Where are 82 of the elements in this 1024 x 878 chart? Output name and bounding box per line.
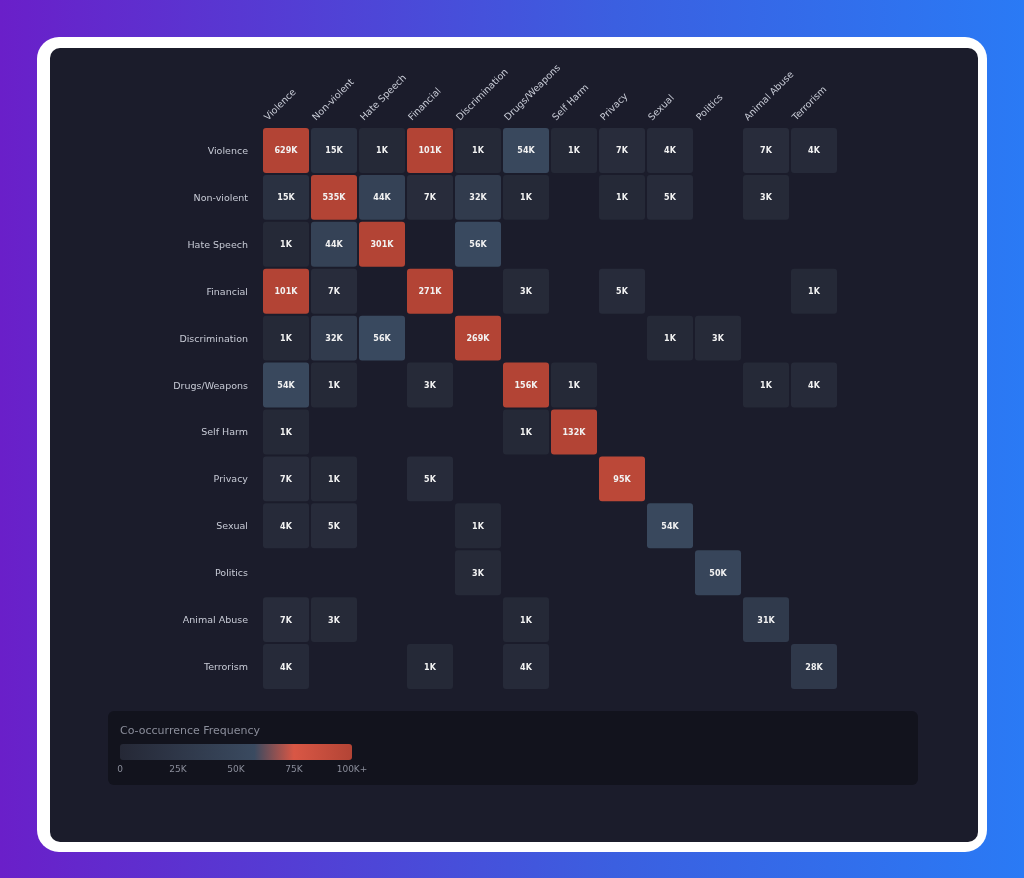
data-label: 1K [808, 287, 821, 297]
y-tick-label: Financial [206, 285, 248, 297]
data-label: 629K [274, 146, 299, 156]
data-label: 1K [568, 146, 581, 156]
data-label: 32K [325, 334, 344, 344]
color-bar-label: 50K [227, 764, 245, 774]
data-label: 15K [277, 193, 296, 203]
data-label: 4K [280, 521, 293, 531]
data-label: 1K [328, 381, 341, 391]
data-label: 4K [280, 662, 293, 672]
data-label: 1K [520, 427, 533, 437]
data-label: 7K [616, 146, 629, 156]
data-label: 271K [418, 287, 443, 297]
data-label: 15K [325, 146, 344, 156]
y-tick-label: Hate Speech [187, 238, 248, 250]
data-label: 301K [370, 240, 395, 250]
data-label: 1K [376, 146, 389, 156]
data-label: 54K [517, 146, 536, 156]
data-label: 1K [472, 521, 485, 531]
y-tick-label: Drugs/Weapons [173, 379, 249, 391]
y-tick-label: Non-violent [193, 191, 249, 203]
data-label: 3K [424, 381, 437, 391]
y-tick-label: Terrorism [202, 661, 248, 673]
data-label: 95K [613, 474, 632, 484]
data-label: 132K [562, 427, 587, 437]
data-label: 1K [520, 615, 533, 625]
y-tick-label: Violence [207, 144, 249, 156]
data-label: 7K [424, 193, 437, 203]
data-label: 1K [472, 146, 485, 156]
data-label: 1K [520, 193, 533, 203]
data-label: 101K [418, 146, 443, 156]
data-label: 28K [805, 662, 824, 672]
data-label: 31K [757, 615, 776, 625]
data-label: 4K [808, 381, 821, 391]
data-label: 1K [568, 381, 581, 391]
data-label: 1K [760, 381, 773, 391]
color-bar-label: 25K [169, 764, 187, 774]
data-label: 1K [280, 334, 293, 344]
data-label: 5K [664, 193, 677, 203]
color-bar-title: Co-occurrence Frequency [120, 724, 261, 737]
y-tick-label: Animal Abuse [182, 614, 249, 626]
color-bar-label: 0 [117, 764, 123, 774]
data-label: 5K [328, 521, 341, 531]
data-label: 50K [709, 568, 728, 578]
data-label: 5K [616, 287, 629, 297]
color-bar-label: 75K [285, 764, 303, 774]
data-label: 1K [328, 474, 341, 484]
data-label: 1K [280, 427, 293, 437]
data-label: 7K [280, 474, 293, 484]
data-label: 1K [616, 193, 629, 203]
y-tick-label: Discrimination [179, 332, 248, 344]
data-label: 7K [760, 146, 773, 156]
data-label: 535K [322, 193, 347, 203]
data-label: 3K [712, 334, 725, 344]
data-label: 156K [514, 381, 539, 391]
data-label: 5K [424, 474, 437, 484]
data-label: 3K [520, 287, 533, 297]
data-label: 44K [325, 240, 344, 250]
data-label: 56K [469, 240, 488, 250]
data-label: 4K [520, 662, 533, 672]
data-label: 101K [274, 287, 299, 297]
data-label: 4K [808, 146, 821, 156]
data-label: 4K [664, 146, 677, 156]
data-label: 54K [277, 381, 296, 391]
y-tick-label: Privacy [213, 473, 249, 485]
data-label: 56K [373, 334, 392, 344]
y-tick-label: Politics [214, 567, 249, 579]
data-label: 3K [328, 615, 341, 625]
data-label: 1K [424, 662, 437, 672]
color-bar-label: 100K+ [336, 764, 368, 774]
data-label: 1K [280, 240, 293, 250]
data-label: 32K [469, 193, 488, 203]
data-label: 1K [664, 334, 677, 344]
data-label: 3K [472, 568, 485, 578]
data-label: 7K [328, 287, 341, 297]
y-tick-label: Sexual [216, 520, 248, 532]
data-label: 269K [466, 334, 491, 344]
data-label: 3K [760, 193, 773, 203]
data-label: 7K [280, 615, 293, 625]
y-tick-label: Self Harm [201, 426, 248, 438]
data-label: 54K [661, 521, 680, 531]
data-label: 44K [373, 193, 392, 203]
